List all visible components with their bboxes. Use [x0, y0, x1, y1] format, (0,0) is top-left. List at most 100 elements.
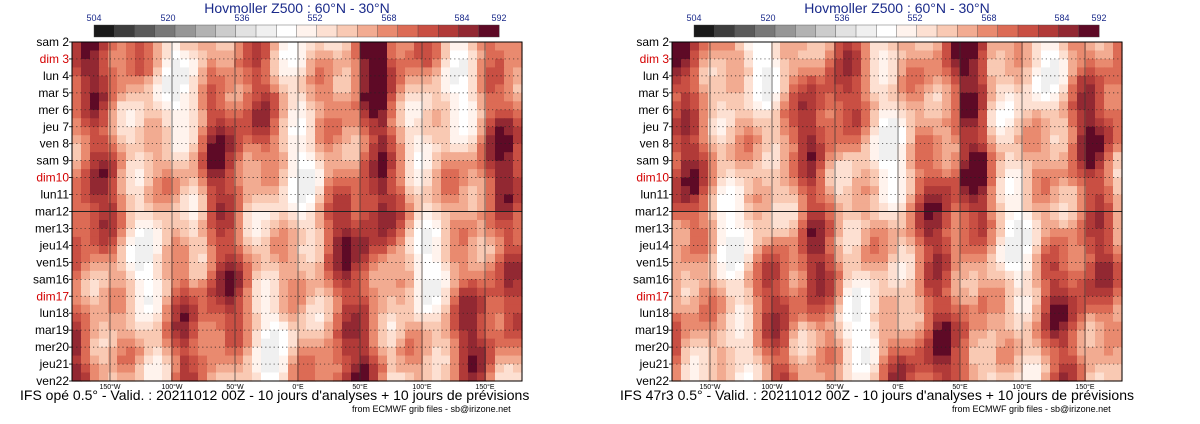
- colorbar-swatch: [896, 24, 918, 38]
- y-tick-label: sam 2: [36, 35, 69, 49]
- colorbar-tick-label: 584: [454, 13, 469, 23]
- y-tick-label: sam 9: [636, 154, 669, 168]
- y-tick-label: mer20: [635, 340, 669, 354]
- colorbar-swatch: [336, 24, 358, 38]
- colorbar-tick-label: 552: [907, 13, 922, 23]
- colorbar-swatch: [235, 24, 257, 38]
- colorbar-tick-label: 520: [160, 13, 175, 23]
- colorbar-tick-label: 584: [1054, 13, 1069, 23]
- x-tick-label: 50°W: [226, 383, 244, 391]
- colorbar: [93, 24, 500, 38]
- colorbar-swatch: [1017, 24, 1039, 38]
- y-tick-label: sam 2: [636, 35, 669, 49]
- y-tick-label: jeu 7: [642, 120, 669, 134]
- colorbar-tick-label: 520: [760, 13, 775, 23]
- colorbar: [693, 24, 1100, 38]
- colorbar-tick-label: 568: [981, 13, 996, 23]
- x-tick-label: 50°W: [826, 383, 844, 391]
- y-tick-label: ven15: [636, 255, 669, 269]
- heatmap-field: [672, 42, 1123, 382]
- colorbar-swatch: [714, 24, 735, 38]
- x-tick-label: 150°W: [699, 383, 720, 391]
- colorbar-swatch: [1058, 24, 1080, 38]
- x-tick-label: 50°E: [952, 383, 968, 391]
- colorbar-swatch: [478, 24, 500, 38]
- y-tick-label: jeu14: [39, 238, 70, 252]
- colorbar-tick-label: 592: [491, 13, 506, 23]
- y-tick-label: mar12: [635, 205, 669, 219]
- hovmoller-chart: 504 520 536 552 568 584 592 sam 2 dim 3 lun 4 mar …: [633, 13, 1123, 391]
- y-tick-label: mar 5: [638, 86, 669, 100]
- colorbar-swatch: [1038, 24, 1059, 38]
- y-tick-label: jeu21: [39, 357, 70, 371]
- colorbar-tick-label: 592: [1091, 13, 1106, 23]
- y-tick-label: sam16: [633, 272, 669, 286]
- y-tick-label: lun11: [41, 188, 70, 202]
- y-tick-label: ven22: [636, 374, 669, 388]
- y-tick-label: sam16: [33, 272, 69, 286]
- colorbar-swatch: [215, 24, 237, 38]
- hovmoller-chart: 504 520 536 552 568 584 592 sam 2 dim 3 lun 4 mar …: [33, 13, 523, 391]
- colorbar-swatch: [377, 24, 399, 38]
- chart-title: Hovmoller Z500 : 60°N - 30°N: [204, 0, 390, 16]
- y-tick-label: jeu 7: [42, 120, 69, 134]
- colorbar-swatch: [316, 24, 338, 38]
- colorbar-swatch: [815, 24, 837, 38]
- y-tick-label: mar12: [35, 205, 69, 219]
- colorbar-swatch: [276, 24, 297, 38]
- colorbar-tick-label: 552: [307, 13, 322, 23]
- y-tick-label: mar19: [35, 323, 69, 337]
- y-tick-label: dim17: [36, 289, 69, 303]
- colorbar-swatch: [693, 24, 715, 38]
- colorbar-swatch: [417, 24, 439, 38]
- hovmoller-panel-1: Hovmoller Z500 : 60°N - 30°N 504 520 536 55…: [20, 0, 530, 414]
- colorbar-swatch: [93, 24, 115, 38]
- y-tick-label: ven22: [36, 374, 69, 388]
- colorbar-swatch: [154, 24, 176, 38]
- x-tick-label: 150°E: [475, 383, 494, 391]
- x-tick-label: 100°W: [761, 383, 782, 391]
- y-tick-label: mer20: [35, 340, 69, 354]
- y-tick-label: dim 3: [40, 52, 70, 66]
- y-tick-label: ven 8: [40, 137, 70, 151]
- colorbar-swatch: [855, 24, 877, 38]
- colorbar-swatch: [195, 24, 216, 38]
- x-tick-label: 100°W: [161, 383, 182, 391]
- x-tick-label: 50°E: [352, 383, 368, 391]
- colorbar-swatch: [774, 24, 796, 38]
- colorbar-swatch: [754, 24, 776, 38]
- y-tick-label: mar19: [635, 323, 669, 337]
- colorbar-swatch: [1078, 24, 1100, 38]
- x-tick-label: 150°E: [1075, 383, 1094, 391]
- colorbar-swatch: [997, 24, 1019, 38]
- y-tick-label: jeu21: [639, 357, 670, 371]
- colorbar-swatch: [734, 24, 756, 38]
- colorbar-swatch: [835, 24, 857, 38]
- y-tick-label: mer13: [35, 221, 69, 235]
- x-tick-label: 0°E: [292, 383, 304, 391]
- colorbar-swatch: [255, 24, 277, 38]
- colorbar-swatch: [397, 24, 419, 38]
- chart-caption: IFS opé 0.5° - Valid. : 20211012 00Z - 1…: [20, 387, 530, 403]
- colorbar-swatch: [134, 24, 156, 38]
- colorbar-tick-label: 536: [834, 13, 849, 23]
- colorbar-swatch: [795, 24, 816, 38]
- y-tick-label: dim10: [36, 171, 69, 185]
- colorbar-tick-label: 504: [86, 13, 101, 23]
- colorbar-swatch: [936, 24, 958, 38]
- colorbar-tick-label: 536: [234, 13, 249, 23]
- colorbar-swatch: [458, 24, 480, 38]
- y-tick-label: dim10: [636, 171, 669, 185]
- y-tick-label: ven 8: [640, 137, 670, 151]
- y-tick-label: mer 6: [38, 103, 69, 117]
- colorbar-swatch: [977, 24, 999, 38]
- colorbar-swatch: [957, 24, 978, 38]
- colorbar-swatch: [876, 24, 897, 38]
- y-tick-label: mer 6: [638, 103, 669, 117]
- x-tick-label: 150°W: [99, 383, 120, 391]
- y-tick-label: mar 5: [38, 86, 69, 100]
- colorbar-tick-label: 568: [381, 13, 396, 23]
- y-tick-label: sam 9: [36, 154, 69, 168]
- colorbar-swatch: [916, 24, 938, 38]
- x-tick-label: 100°E: [412, 383, 431, 391]
